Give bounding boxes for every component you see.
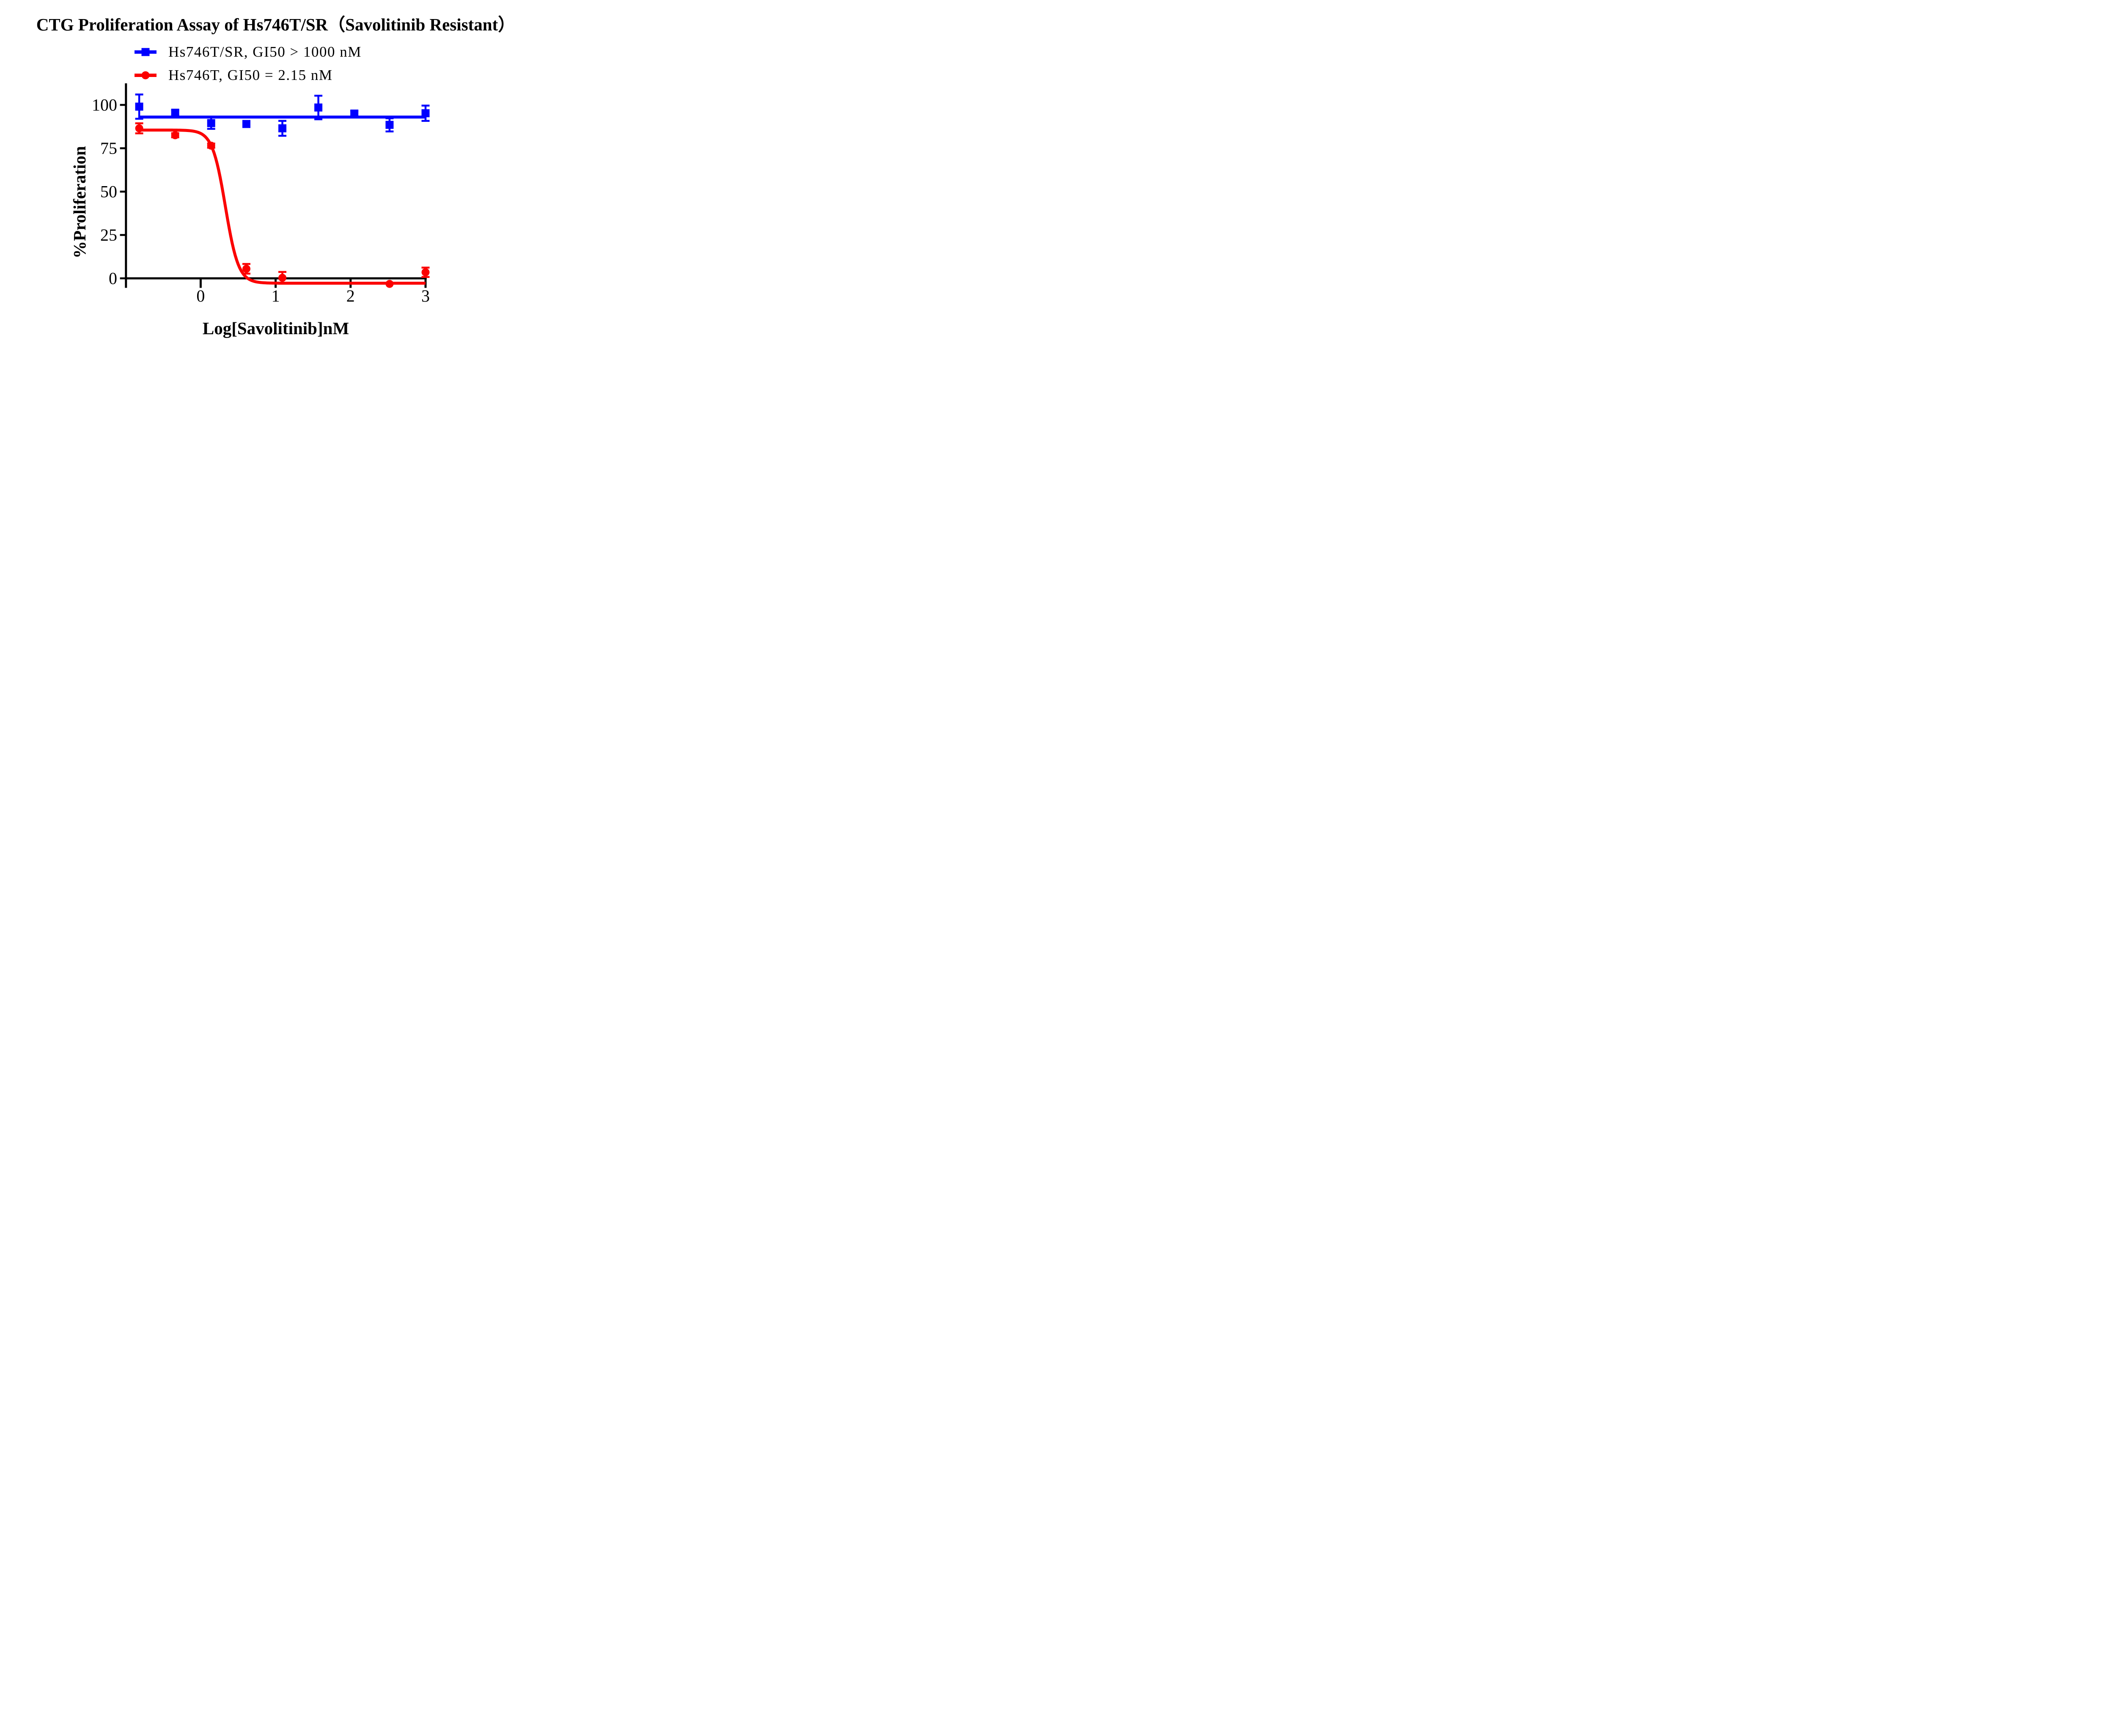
- legend-item-hs746t-sr: Hs746T/SR, GI50 > 1000 nM: [135, 40, 362, 63]
- hs746t-marker-circle: [421, 268, 430, 277]
- hs746t-marker-circle: [171, 131, 179, 140]
- hs746t-sr-marker-square: [314, 103, 323, 112]
- hs746t-fit-curve: [139, 128, 426, 285]
- y-tick-label: 50: [100, 182, 117, 201]
- x-axis-title: Log[Savolitinib]nM: [202, 319, 349, 338]
- y-tick-label: 25: [100, 225, 117, 244]
- hs746t-marker-circle: [135, 124, 143, 132]
- y-tick-label: 75: [100, 139, 117, 158]
- hs746t-sr-marker-square: [350, 110, 359, 118]
- hs746t-marker-circle: [242, 264, 250, 273]
- hs746t-sr-marker-square: [278, 124, 287, 132]
- legend-marker-square-icon: [135, 48, 157, 56]
- legend: Hs746T/SR, GI50 > 1000 nM Hs746T, GI50 =…: [135, 40, 362, 87]
- legend-label: Hs746T/SR, GI50 > 1000 nM: [168, 43, 362, 60]
- hs746t-sr-marker-square: [242, 120, 250, 128]
- legend-marker-circle-icon: [135, 71, 157, 79]
- hs746t-sr-marker-square: [385, 121, 394, 129]
- figure: CTG Proliferation Assay of Hs746T/SR（Sav…: [0, 0, 552, 347]
- y-tick-label: 0: [109, 269, 117, 288]
- hs746t-sr-marker-square: [171, 108, 179, 117]
- hs746t-marker-circle: [207, 141, 215, 150]
- x-tick-label: 0: [196, 286, 205, 305]
- legend-label: Hs746T, GI50 = 2.15 nM: [168, 66, 333, 83]
- x-tick-label: 2: [346, 286, 355, 305]
- hs746t-marker-circle: [385, 280, 394, 288]
- hs746t-sr-marker-square: [135, 102, 143, 111]
- hs746t-sr-marker-square: [421, 109, 430, 118]
- y-tick-label: 100: [92, 96, 117, 115]
- plot-area: 0 25 50 75 100 0 1 2 3: [92, 83, 430, 305]
- chart-title: CTG Proliferation Assay of Hs746T/SR（Sav…: [36, 15, 516, 34]
- hs746t-sr-marker-square: [207, 119, 215, 127]
- hs746t-marker-circle: [278, 274, 287, 282]
- x-tick-label: 3: [421, 286, 430, 305]
- x-tick-label: 1: [272, 286, 280, 305]
- legend-item-hs746t: Hs746T, GI50 = 2.15 nM: [135, 63, 362, 87]
